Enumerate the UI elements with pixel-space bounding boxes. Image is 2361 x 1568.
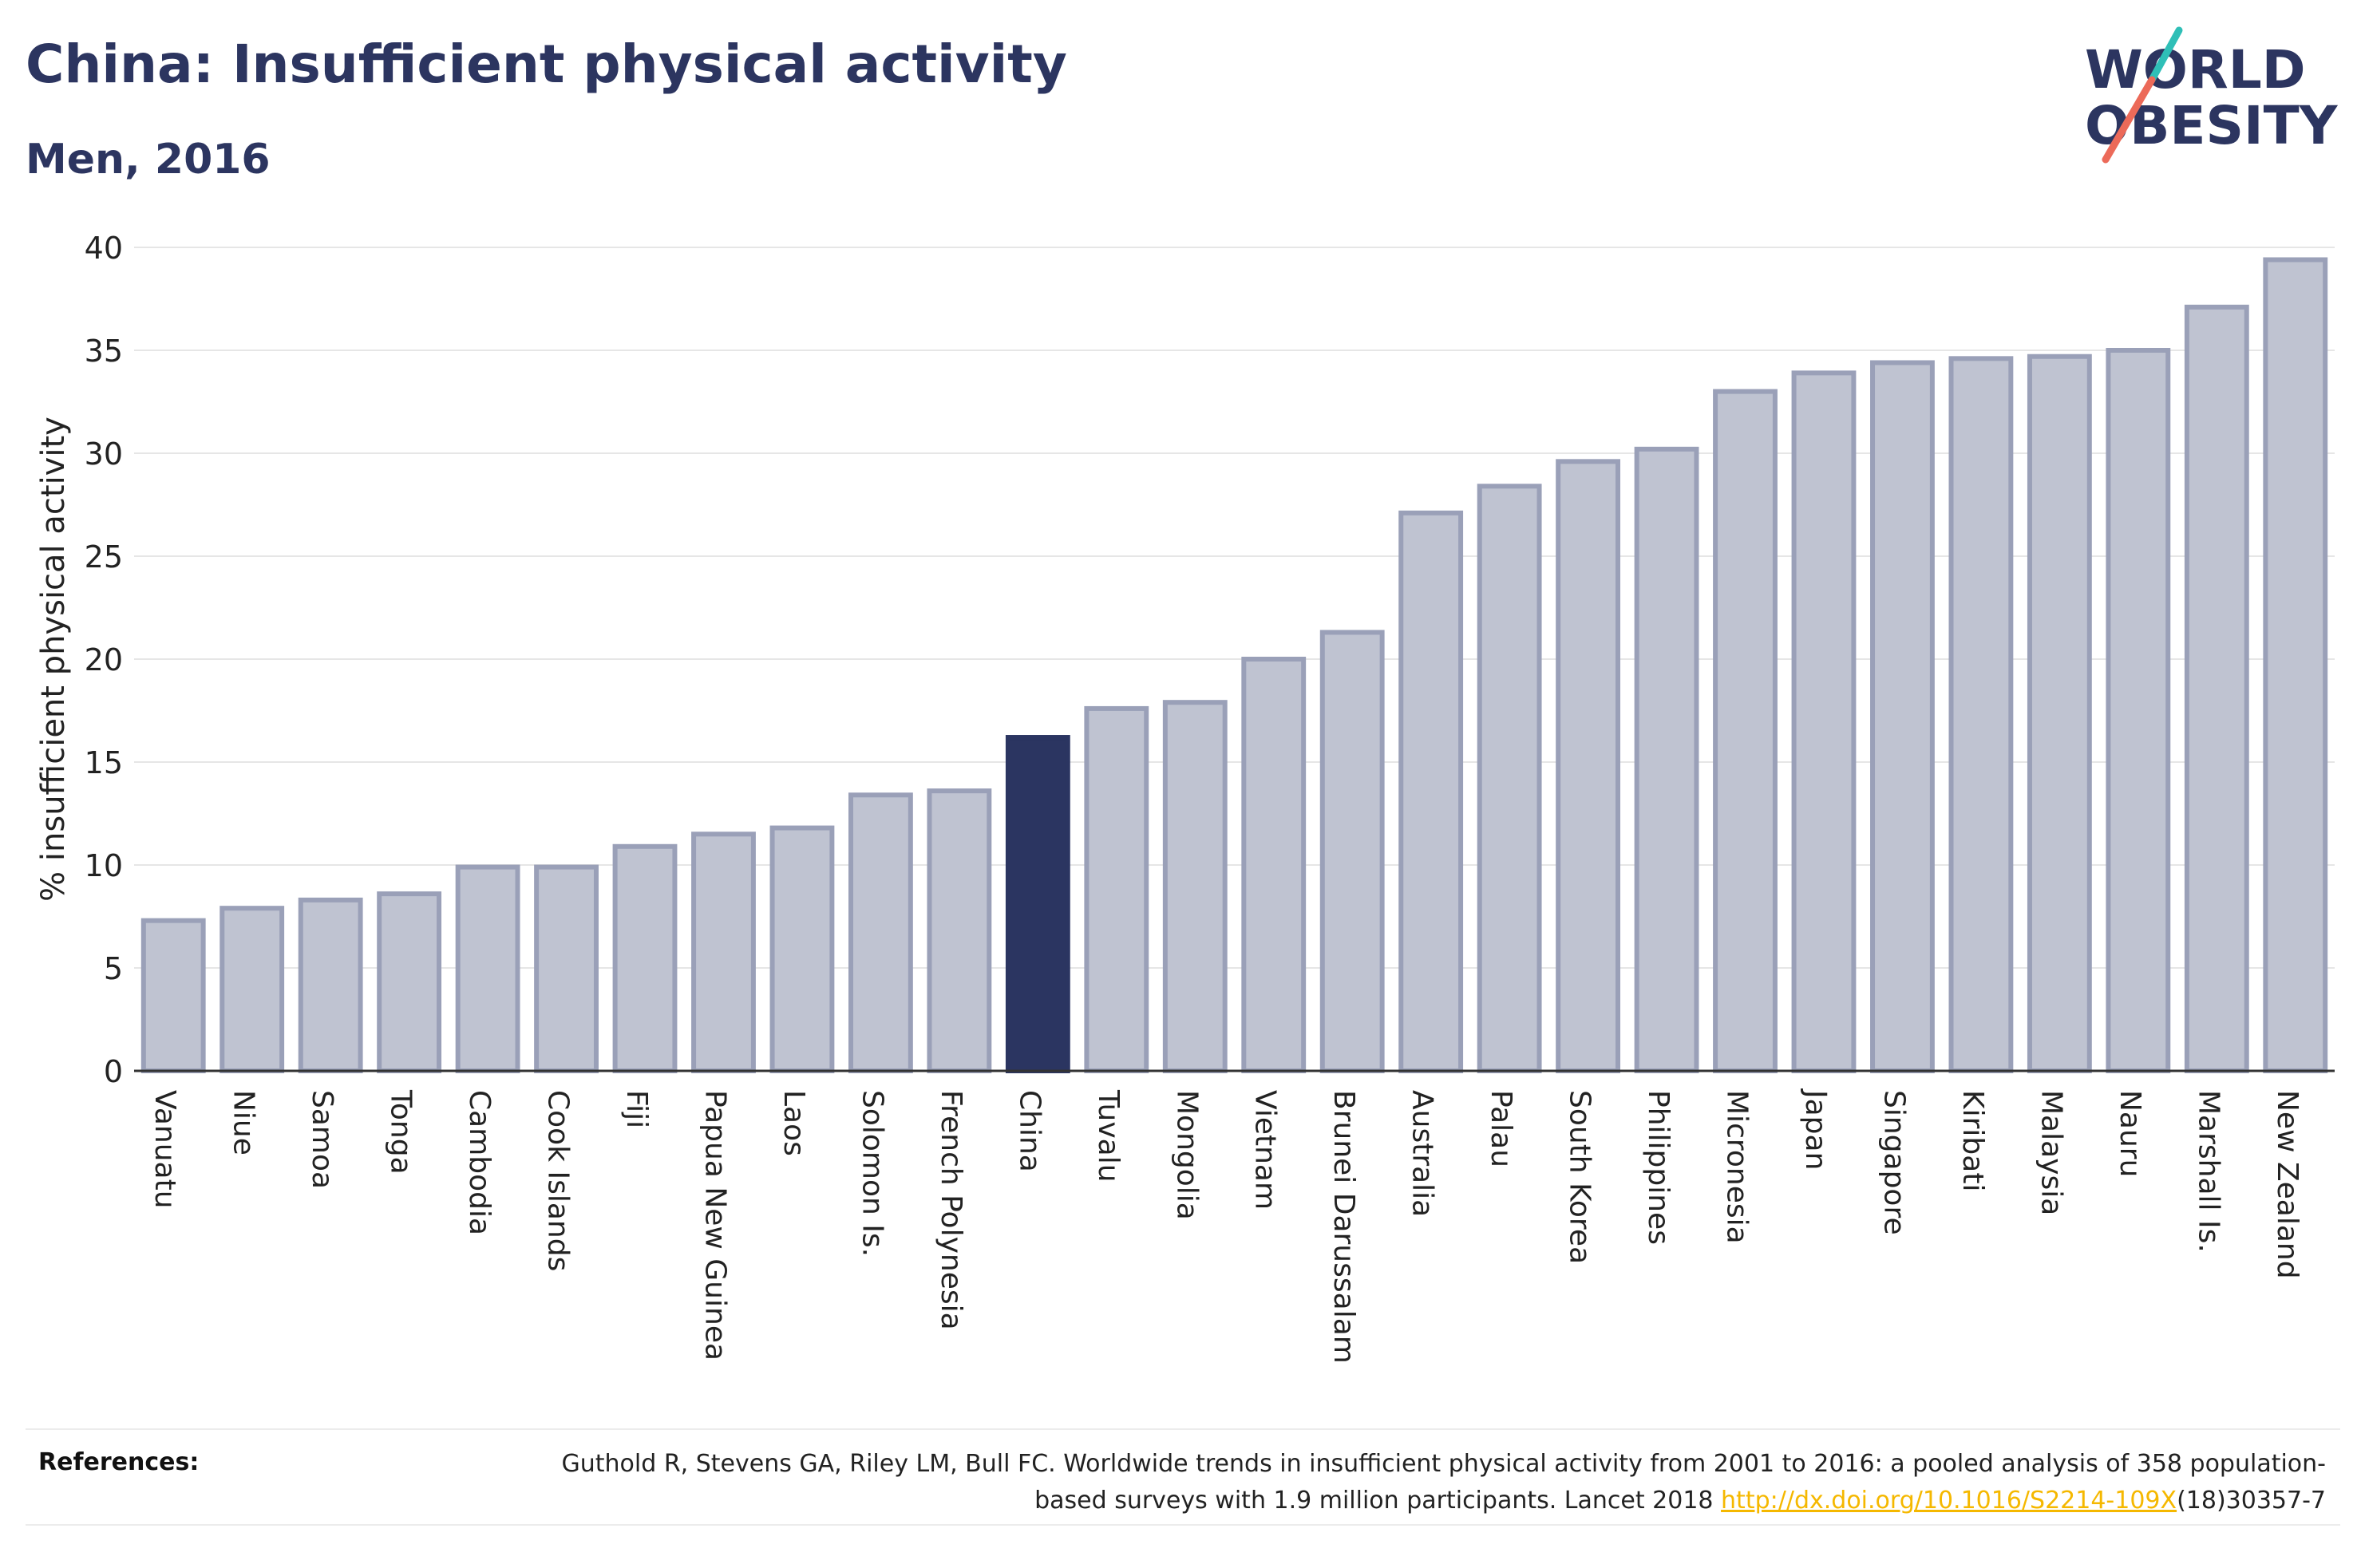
bar-new-zealand xyxy=(2263,257,2328,1074)
references-divider-bottom xyxy=(26,1524,2340,1526)
bar-china xyxy=(1005,735,1070,1073)
bar-japan xyxy=(1791,370,1857,1073)
x-tick-label: Fiji xyxy=(620,1090,653,1128)
bar-papua-new-guinea xyxy=(691,831,756,1074)
x-tick-label: Kiribati xyxy=(1956,1090,1989,1191)
bar-samoa xyxy=(298,897,363,1073)
x-tick-label: Tonga xyxy=(385,1089,417,1175)
y-tick-label: 35 xyxy=(85,334,123,369)
x-tick-label: Solomon Is. xyxy=(856,1090,888,1257)
bar-fiji xyxy=(612,843,678,1074)
x-tick-label: Laos xyxy=(777,1090,810,1156)
x-axis-labels: Vanuatu Niue Samoa Tonga Cambodia Cook Island… xyxy=(148,1088,2304,1364)
y-tick-label: 5 xyxy=(104,951,123,986)
x-tick-label: Singapore xyxy=(1877,1090,1910,1235)
bars xyxy=(140,257,2328,1074)
y-tick-label: 10 xyxy=(85,848,123,883)
bar-tonga xyxy=(377,891,442,1073)
bar-micronesia xyxy=(1713,389,1778,1074)
x-tick-label: China xyxy=(1013,1090,1046,1172)
references-text: Guthold R, Stevens GA, Riley LM, Bull FC… xyxy=(490,1446,2326,1519)
x-tick-label: Brunei Darussalam xyxy=(1327,1090,1360,1364)
bar-south-korea xyxy=(1556,459,1621,1073)
bar-marshall-is xyxy=(2184,304,2249,1073)
x-tick-label: Vanuatu xyxy=(148,1090,181,1209)
x-tick-label: Philippines xyxy=(1642,1090,1675,1245)
bar-mongolia xyxy=(1162,700,1228,1073)
x-tick-label: Samoa xyxy=(306,1090,338,1189)
bar-vietnam xyxy=(1241,657,1307,1073)
x-tick-label: Micronesia xyxy=(1721,1090,1754,1244)
bar-chart: 0 5 10 15 20 25 30 35 40 Vanuatu Niue Samoa Tonga Ca… xyxy=(35,231,2335,1364)
bar-solomon-is xyxy=(848,792,913,1074)
bar-malaysia xyxy=(2027,353,2092,1073)
bar-kiribati xyxy=(1948,356,2014,1073)
y-tick-label: 25 xyxy=(85,539,123,575)
x-tick-label: New Zealand xyxy=(2271,1090,2304,1279)
x-tick-label: Malaysia xyxy=(2035,1090,2067,1215)
y-tick-label: 20 xyxy=(85,642,123,677)
bar-cook-islands xyxy=(534,864,599,1073)
bar-tuvalu xyxy=(1084,705,1149,1073)
references-divider-top xyxy=(26,1428,2340,1430)
x-tick-label: Vietnam xyxy=(1249,1090,1282,1210)
bar-niue xyxy=(219,906,285,1074)
x-tick-label: South Korea xyxy=(1564,1090,1596,1264)
bar-nauru xyxy=(2106,348,2171,1073)
bar-french-polynesia xyxy=(927,788,992,1073)
y-tick-label: 40 xyxy=(85,231,123,266)
x-tick-label: Nauru xyxy=(2114,1090,2146,1177)
logo-line1: WORLD xyxy=(2085,39,2306,101)
bar-cambodia xyxy=(455,864,520,1073)
y-tick-label: 15 xyxy=(85,745,123,780)
references-label: References: xyxy=(38,1448,200,1476)
bar-australia xyxy=(1398,510,1464,1073)
x-tick-label: Mongolia xyxy=(1170,1090,1203,1220)
x-tick-label: Papua New Guinea xyxy=(698,1090,731,1361)
bar-laos xyxy=(769,825,835,1074)
chart-subtitle: Men, 2016 xyxy=(26,136,271,184)
references-citation: Guthold R, Stevens GA, Riley LM, Bull FC… xyxy=(561,1450,2326,1515)
x-tick-label: Palau xyxy=(1485,1090,1517,1167)
bar-singapore xyxy=(1870,360,1935,1074)
x-tick-label: Marshall Is. xyxy=(2192,1090,2225,1253)
y-axis-ticks: 0 5 10 15 20 25 30 35 40 xyxy=(85,231,123,1089)
y-tick-label: 0 xyxy=(104,1054,123,1089)
bar-vanuatu xyxy=(140,918,206,1074)
logo-slash-coral xyxy=(2102,76,2156,164)
references-citation-suffix: (18)30357-7 xyxy=(2177,1487,2326,1515)
bar-philippines xyxy=(1634,446,1699,1073)
x-tick-label: Niue xyxy=(227,1090,260,1155)
x-tick-label: Cook Islands xyxy=(542,1090,575,1271)
references-doi-link[interactable]: http://dx.doi.org/10.1016/S2214-109X xyxy=(1721,1487,2177,1515)
x-tick-label: French Polynesia xyxy=(935,1090,967,1330)
x-tick-label: Cambodia xyxy=(463,1090,496,1235)
x-tick-label: Tuvalu xyxy=(1092,1089,1125,1183)
x-tick-label: Australia xyxy=(1406,1090,1439,1217)
bar-brunei-darussalam xyxy=(1319,630,1385,1073)
bar-palau xyxy=(1477,484,1542,1073)
y-tick-label: 30 xyxy=(85,436,123,472)
x-tick-label: Japan xyxy=(1799,1088,1832,1170)
chart-title: China: Insufficient physical activity xyxy=(26,34,1067,95)
world-obesity-logo: WORLD OBESITY xyxy=(2085,26,2339,164)
y-axis-title: % insufficient physical activity xyxy=(35,417,72,902)
logo-slash-teal xyxy=(2148,26,2183,84)
